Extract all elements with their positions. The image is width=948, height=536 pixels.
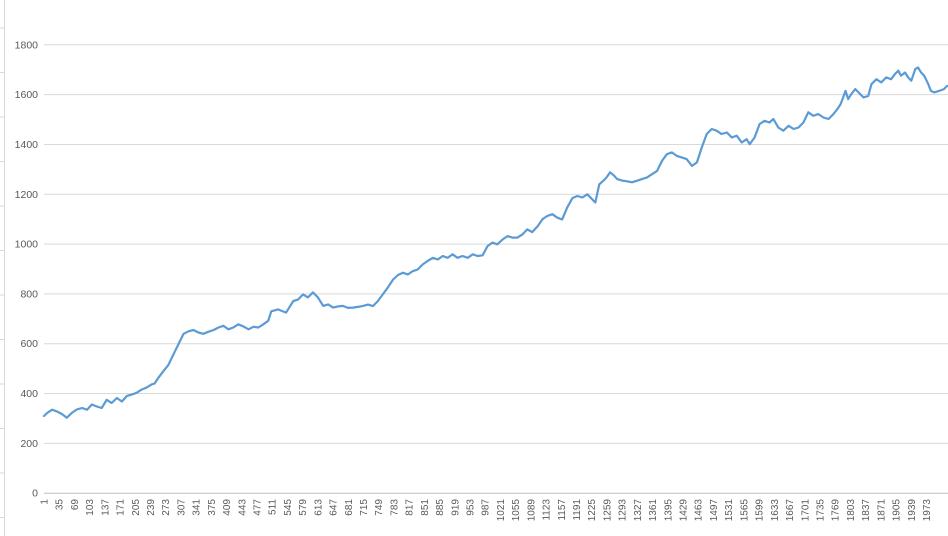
x-axis-tick-label: 1565 — [739, 499, 750, 522]
x-axis-tick-label: 885 — [435, 499, 446, 516]
x-axis-tick-label: 239 — [146, 499, 157, 516]
y-axis-tick-label: 400 — [20, 388, 38, 400]
x-axis-tick-label: 1803 — [846, 499, 857, 522]
x-axis-tick-label: 409 — [222, 499, 233, 516]
y-axis-tick-label: 1800 — [15, 39, 39, 51]
x-axis-tick-label: 1463 — [694, 499, 705, 522]
x-axis-tick-label: 1157 — [557, 499, 568, 521]
data-series-line — [42, 66, 948, 419]
x-axis-tick-label: 1327 — [633, 499, 644, 522]
x-axis-tick-label: 579 — [298, 499, 309, 516]
x-axis-tick-label: 1089 — [526, 499, 537, 522]
x-axis-tick-label: 1939 — [907, 499, 918, 522]
x-axis-tick-label: 749 — [374, 499, 385, 516]
x-axis-tick-label: 919 — [450, 499, 461, 516]
x-axis-tick-label: 103 — [85, 499, 96, 516]
x-axis-tick-label: 1021 — [496, 499, 507, 522]
x-axis-tick-label: 987 — [481, 499, 492, 516]
x-axis-tick-label: 545 — [283, 499, 294, 516]
x-axis-tick-label: 1 — [40, 499, 51, 505]
x-axis-tick-label: 613 — [313, 499, 324, 516]
x-axis-tick-label: 1599 — [755, 499, 766, 522]
y-axis-tick-label: 0 — [32, 488, 38, 500]
x-axis-tick-label: 715 — [359, 499, 370, 516]
x-axis-tick-label: 817 — [405, 499, 416, 516]
y-axis-tick-label: 200 — [20, 438, 38, 450]
x-axis-tick-label: 205 — [131, 499, 142, 516]
x-axis-tick-label: 1531 — [724, 499, 735, 522]
x-axis-tick-label: 1429 — [679, 499, 690, 522]
x-axis-tick-label: 1871 — [876, 499, 887, 522]
y-axis-tick-label: 1000 — [15, 239, 39, 251]
x-axis-tick-label: 1055 — [511, 499, 522, 522]
x-axis-tick-label: 1497 — [709, 499, 720, 522]
x-axis-tick-label: 1667 — [785, 499, 796, 522]
x-axis-tick-label: 273 — [161, 499, 172, 516]
y-axis-tick-label: 600 — [20, 338, 38, 350]
x-axis-tick-label: 1769 — [831, 499, 842, 522]
x-axis-tick-label: 1361 — [648, 499, 659, 522]
x-axis-tick-label: 307 — [176, 499, 187, 516]
x-axis-tick-label: 647 — [329, 499, 340, 516]
x-axis-tick-label: 341 — [192, 499, 203, 516]
x-axis-tick-label: 69 — [70, 499, 81, 511]
x-axis-tick-label: 375 — [207, 499, 218, 516]
x-axis-tick-label: 1735 — [815, 499, 826, 522]
y-axis-tick-label: 1200 — [15, 189, 39, 201]
y-axis-tick-label: 800 — [20, 288, 38, 300]
x-axis-tick-label: 1293 — [618, 499, 629, 522]
x-axis-tick-label: 783 — [389, 499, 400, 516]
x-axis-tick-label: 511 — [268, 499, 279, 515]
x-axis-tick-label: 1837 — [861, 499, 872, 522]
x-axis-tick-label: 1633 — [770, 499, 781, 522]
x-axis-tick-label: 477 — [253, 499, 264, 516]
x-axis-tick-label: 953 — [466, 499, 477, 516]
x-axis-tick-label: 851 — [420, 499, 431, 516]
x-axis-tick-label: 35 — [55, 499, 66, 511]
x-axis-tick-label: 137 — [100, 499, 111, 516]
x-axis-tick-label: 1225 — [587, 499, 598, 522]
x-axis-tick-label: 1905 — [892, 499, 903, 522]
x-axis-tick-label: 1259 — [602, 499, 613, 522]
y-axis-tick-label: 1400 — [15, 139, 39, 151]
x-axis-tick-label: 171 — [116, 499, 127, 516]
x-axis-tick-label: 1973 — [922, 499, 933, 522]
y-axis-tick-label: 1600 — [15, 89, 39, 101]
x-axis-tick-label: 1395 — [663, 499, 674, 522]
x-axis-tick-label: 1701 — [800, 499, 811, 522]
x-axis-tick-label: 443 — [237, 499, 248, 516]
x-axis-tick-label: 1191 — [572, 499, 583, 521]
x-axis-tick-label: 681 — [344, 499, 355, 516]
x-axis-tick-label: 1123 — [542, 499, 553, 521]
